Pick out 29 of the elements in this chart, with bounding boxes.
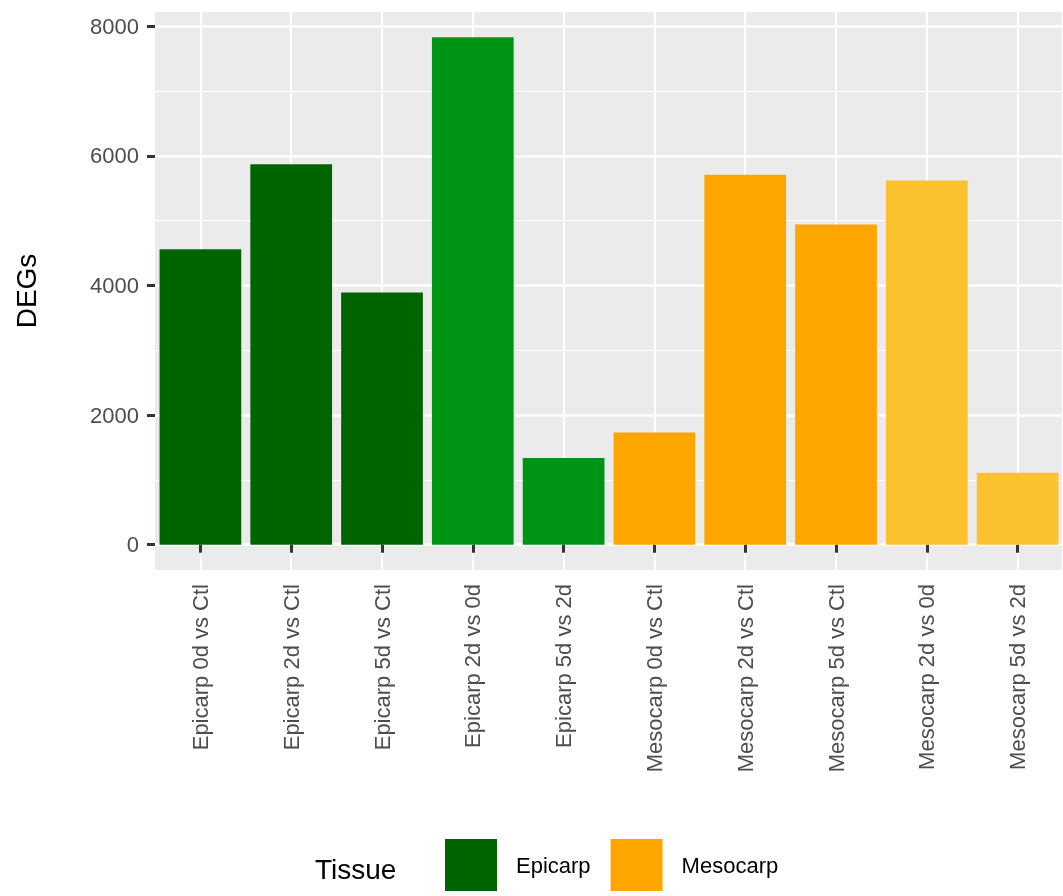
- y-axis-title: DEGs: [10, 253, 42, 329]
- bar: [976, 472, 1059, 545]
- bar: [885, 180, 968, 545]
- bar: [795, 224, 877, 545]
- legend-title: Tissue: [315, 853, 397, 885]
- y-tick-label: 0: [126, 532, 139, 558]
- x-tick-label: Epicarp 2d vs Ctl: [278, 584, 304, 751]
- x-tick-label: Epicarp 2d vs 0d: [460, 584, 486, 748]
- bar: [250, 164, 333, 545]
- bar: [522, 457, 605, 545]
- y-tick-label: 4000: [90, 272, 139, 298]
- y-tick-label: 2000: [90, 402, 139, 428]
- x-tick-label: Epicarp 0d vs Ctl: [187, 584, 213, 751]
- bar: [704, 174, 787, 545]
- legend-label: Epicarp: [516, 852, 591, 878]
- y-tick-label: 8000: [90, 13, 139, 39]
- x-tick-label: Mesocarp 5d vs 2d: [1005, 584, 1031, 770]
- bar: [159, 249, 242, 545]
- bar: [613, 432, 696, 545]
- x-tick-label: Epicarp 5d vs 2d: [551, 584, 577, 748]
- bar: [431, 37, 514, 545]
- bar: [341, 292, 423, 545]
- legend-label: Mesocarp: [681, 852, 779, 878]
- x-tick-label: Mesocarp 5d vs Ctl: [823, 584, 849, 773]
- x-tick-label: Mesocarp 2d vs 0d: [914, 584, 940, 770]
- x-tick-label: Epicarp 5d vs Ctl: [369, 584, 395, 751]
- x-tick-label: Mesocarp 2d vs Ctl: [732, 584, 758, 773]
- y-tick-label: 6000: [90, 143, 139, 169]
- x-tick-label: Mesocarp 0d vs Ctl: [641, 584, 667, 773]
